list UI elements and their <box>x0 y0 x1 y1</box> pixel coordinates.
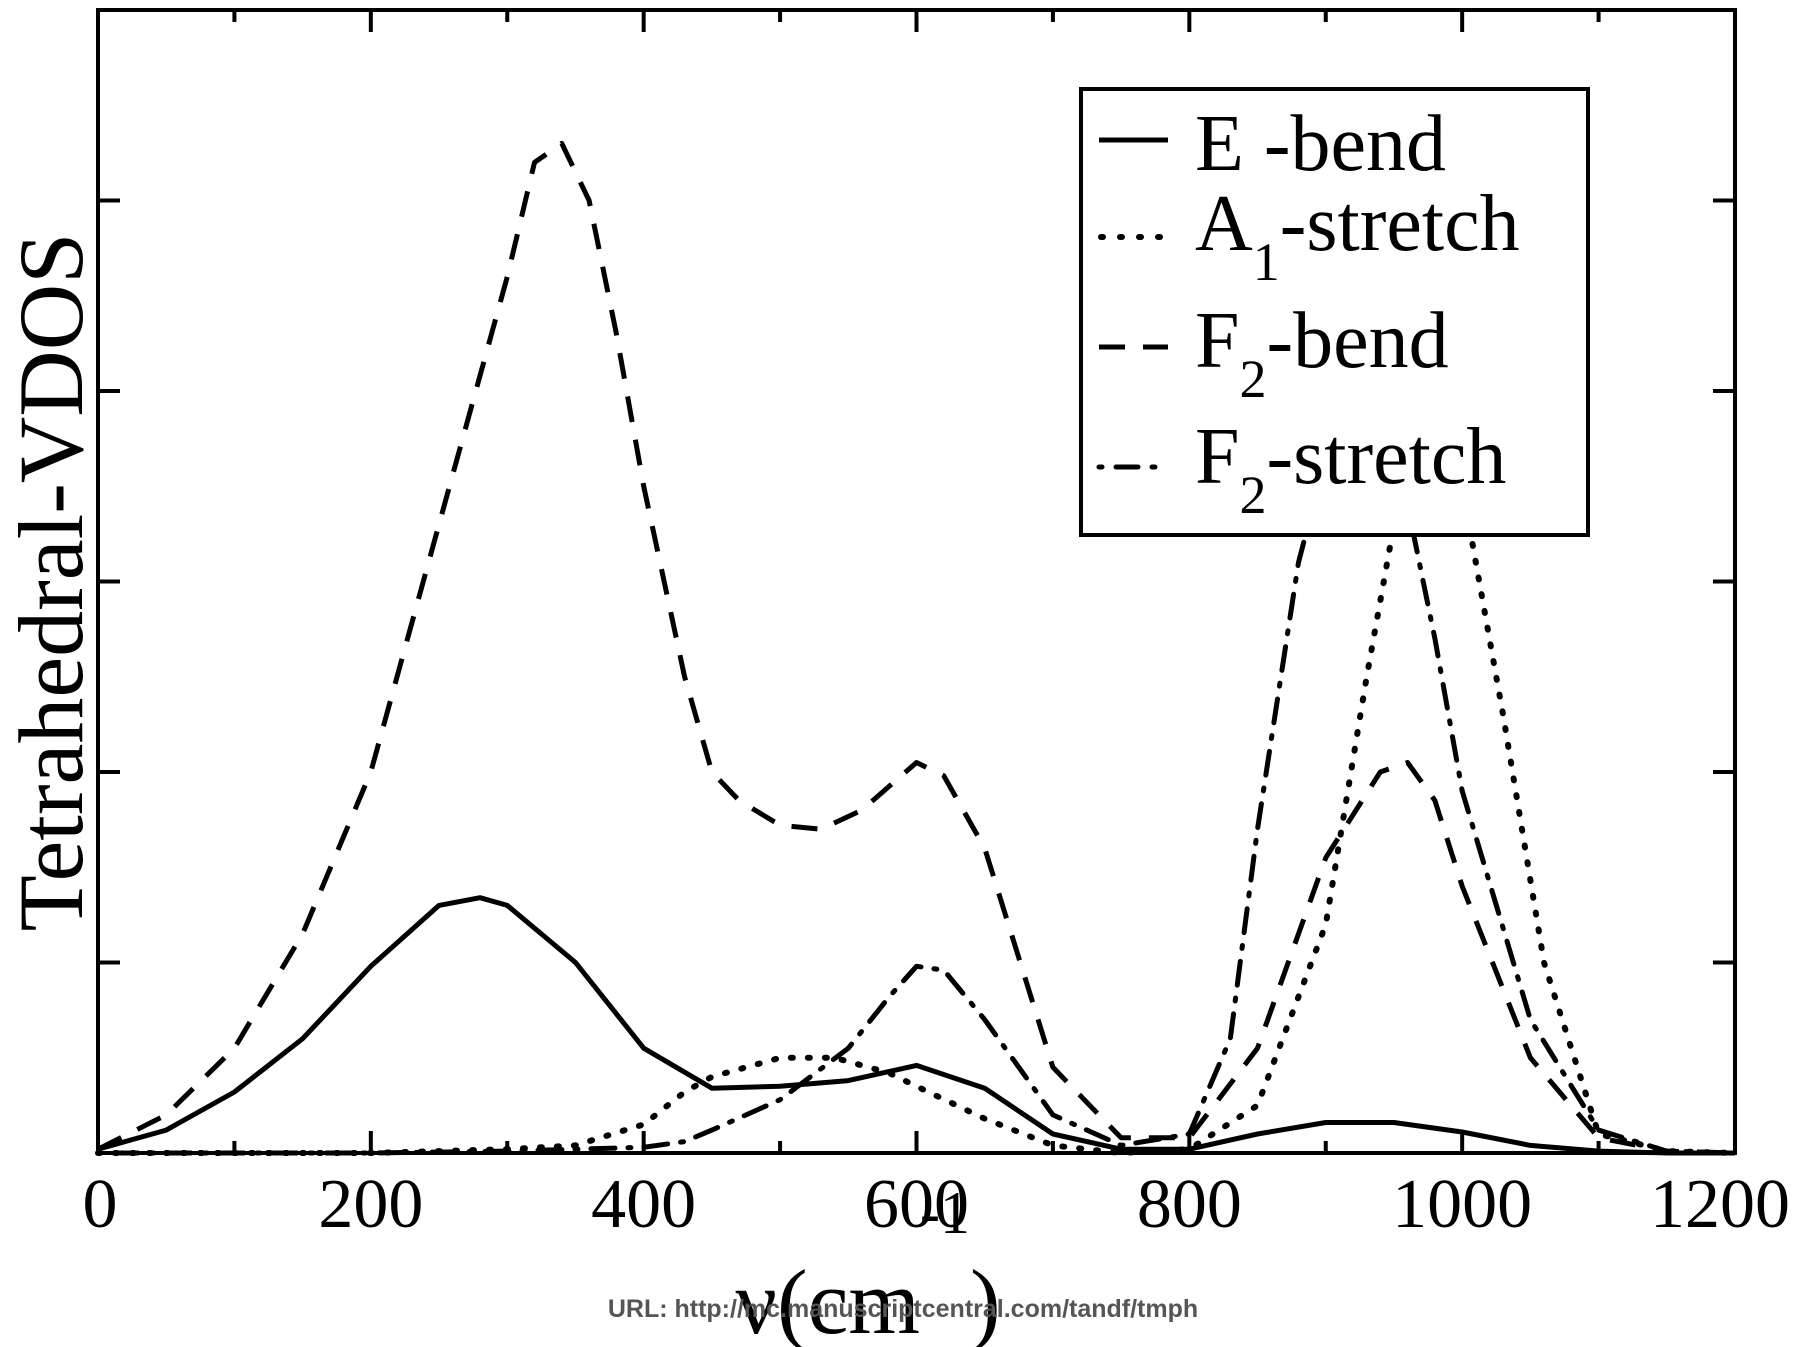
x-tick-label: 200 <box>318 1166 423 1243</box>
y-axis-label: Tetrahedral-VDOS <box>0 233 102 932</box>
x-axis-label-main: ν(cm <box>735 1251 920 1347</box>
x-tick-labels: 0 200 400 600 800 1000 1200 <box>83 1166 1791 1243</box>
plot-frame <box>96 8 1737 1155</box>
footer-url: URL: http://mc.manuscriptcentral.com/tan… <box>608 1295 1198 1323</box>
x-tick-label: 400 <box>591 1166 696 1243</box>
series-layer <box>95 140 1738 1156</box>
x-tick-label: 0 <box>83 1166 118 1243</box>
series-line-0 <box>97 895 1735 1156</box>
legend-label-e-bend: E -bend <box>1195 100 1446 188</box>
legend-label-a1-stretch: A1-stretch <box>1195 180 1520 292</box>
x-axis-label-close: ) <box>970 1251 1001 1347</box>
legend-box <box>1079 87 1590 537</box>
x-axis-label-sup: -1 <box>920 1180 970 1246</box>
x-tick-label: 800 <box>1137 1166 1242 1243</box>
x-tick-label: 1000 <box>1392 1166 1532 1243</box>
x-tick-label: 600 <box>864 1166 969 1243</box>
legend-label-f2-stretch: F2-stretch <box>1195 413 1506 525</box>
series-line-3 <box>95 430 1738 1156</box>
legend: E -bend A1-stretch F2-bend F2-stretch <box>1079 87 1590 537</box>
x-axis-label: ν(cm-1) <box>735 1180 1000 1347</box>
series-line-2 <box>96 140 1736 1156</box>
legend-label-f2-bend: F2-bend <box>1195 297 1449 409</box>
x-tick-label: 1200 <box>1650 1166 1790 1243</box>
